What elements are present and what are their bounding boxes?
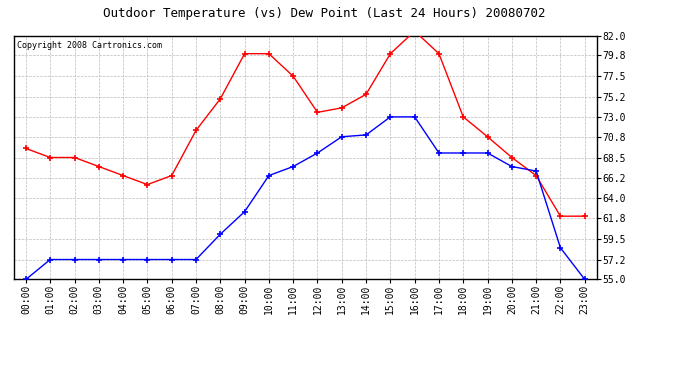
Text: Copyright 2008 Cartronics.com: Copyright 2008 Cartronics.com: [17, 40, 161, 50]
Text: Outdoor Temperature (vs) Dew Point (Last 24 Hours) 20080702: Outdoor Temperature (vs) Dew Point (Last…: [103, 8, 546, 21]
